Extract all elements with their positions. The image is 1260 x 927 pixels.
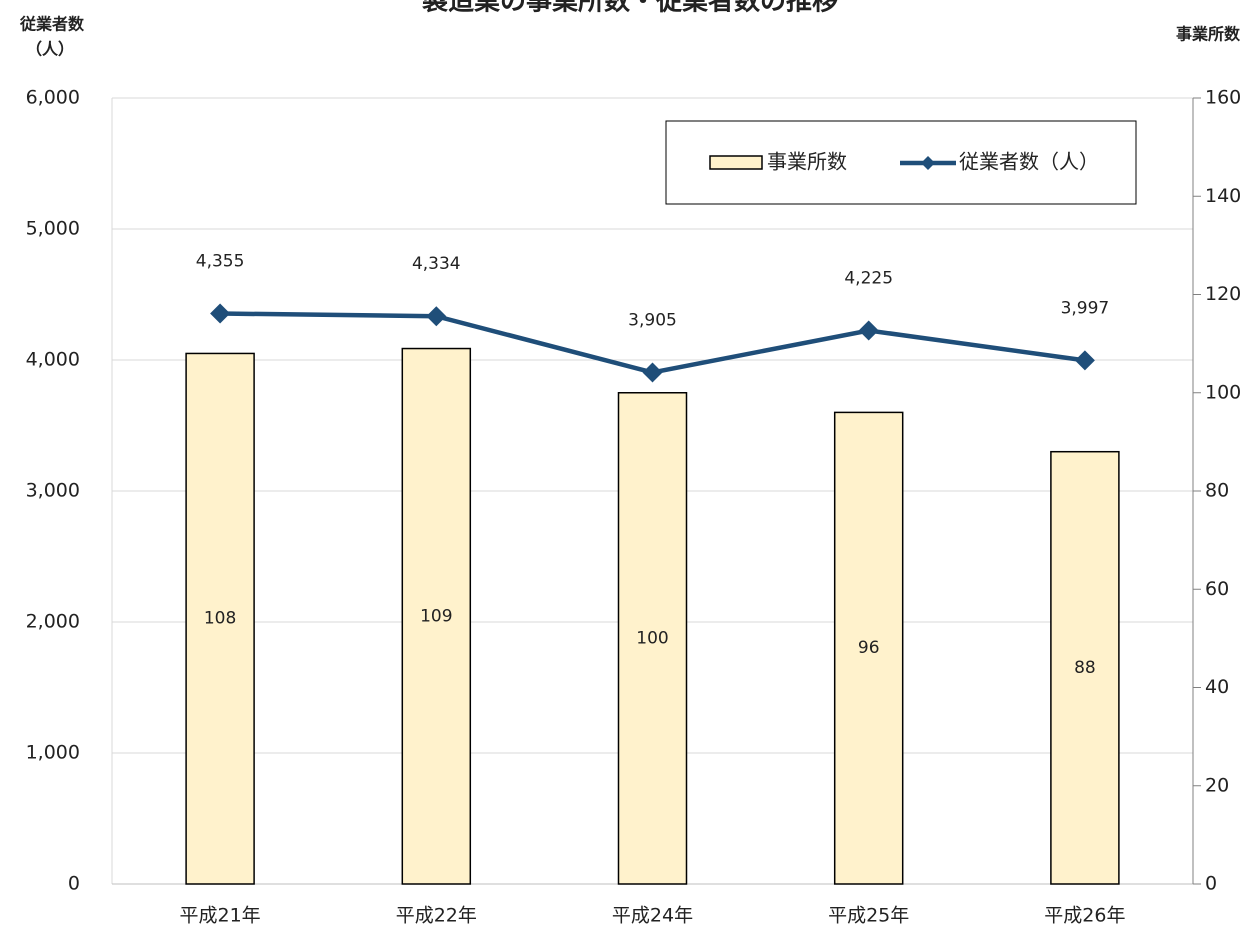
bar-value-label: 88: [1074, 658, 1096, 678]
y-tick-label: 5,000: [26, 218, 80, 240]
bar: [185, 352, 255, 885]
bar: [617, 392, 688, 885]
y-tick-label: 4,000: [26, 349, 80, 371]
line-value-label: 3,997: [1061, 298, 1110, 318]
legend-label: 事業所数: [767, 150, 847, 174]
y2-axis-label: 事業所数: [1176, 25, 1241, 44]
x-tick-label: 平成25年: [828, 905, 909, 927]
line-marker: [210, 303, 231, 324]
x-tick-label: 平成21年: [180, 905, 261, 927]
y2-tick-label: 0: [1205, 873, 1217, 895]
line-value-label: 3,905: [628, 310, 677, 330]
y-tick-label: 1,000: [26, 742, 80, 764]
y2-tick-label: 40: [1205, 676, 1229, 698]
bar: [401, 347, 472, 885]
y2-tick-label: 60: [1205, 578, 1229, 600]
bar-value-label: 96: [858, 638, 880, 658]
line-marker: [426, 306, 447, 327]
bar-value-label: 108: [204, 609, 236, 629]
y2-tick-label: 160: [1205, 87, 1241, 109]
line-value-label: 4,334: [412, 254, 461, 274]
legend-swatch: [709, 155, 763, 170]
x-tick-label: 平成24年: [612, 905, 693, 927]
chart-title: 製造業の事業所数・従業者数の推移: [422, 0, 838, 17]
bar: [1050, 450, 1120, 885]
legend-marker: [921, 156, 935, 170]
y2-tick-label: 20: [1205, 774, 1229, 796]
y-tick-label: 0: [68, 873, 80, 895]
x-tick-label: 平成26年: [1044, 905, 1125, 927]
y2-tick-label: 120: [1205, 283, 1241, 305]
y-tick-label: 3,000: [26, 480, 80, 502]
y-tick-label: 6,000: [26, 87, 80, 109]
y2-tick-label: 140: [1205, 185, 1241, 207]
y-tick-label: 2,000: [26, 611, 80, 633]
line-marker: [642, 362, 663, 383]
y-axis-unit: （人）: [26, 40, 74, 59]
bar-value-label: 100: [636, 628, 668, 648]
bar: [833, 411, 904, 885]
y2-tick-label: 100: [1205, 381, 1241, 403]
y-axis-label: 従業者数: [19, 15, 85, 34]
line-marker: [858, 320, 879, 341]
x-tick-label: 平成22年: [396, 905, 477, 927]
line-marker: [1074, 350, 1095, 371]
line-value-label: 4,355: [196, 251, 245, 271]
y2-tick-label: 80: [1205, 480, 1229, 502]
legend-label: 従業者数（人）: [959, 150, 1099, 174]
bar-value-label: 109: [420, 606, 452, 626]
line-value-label: 4,225: [844, 269, 893, 289]
